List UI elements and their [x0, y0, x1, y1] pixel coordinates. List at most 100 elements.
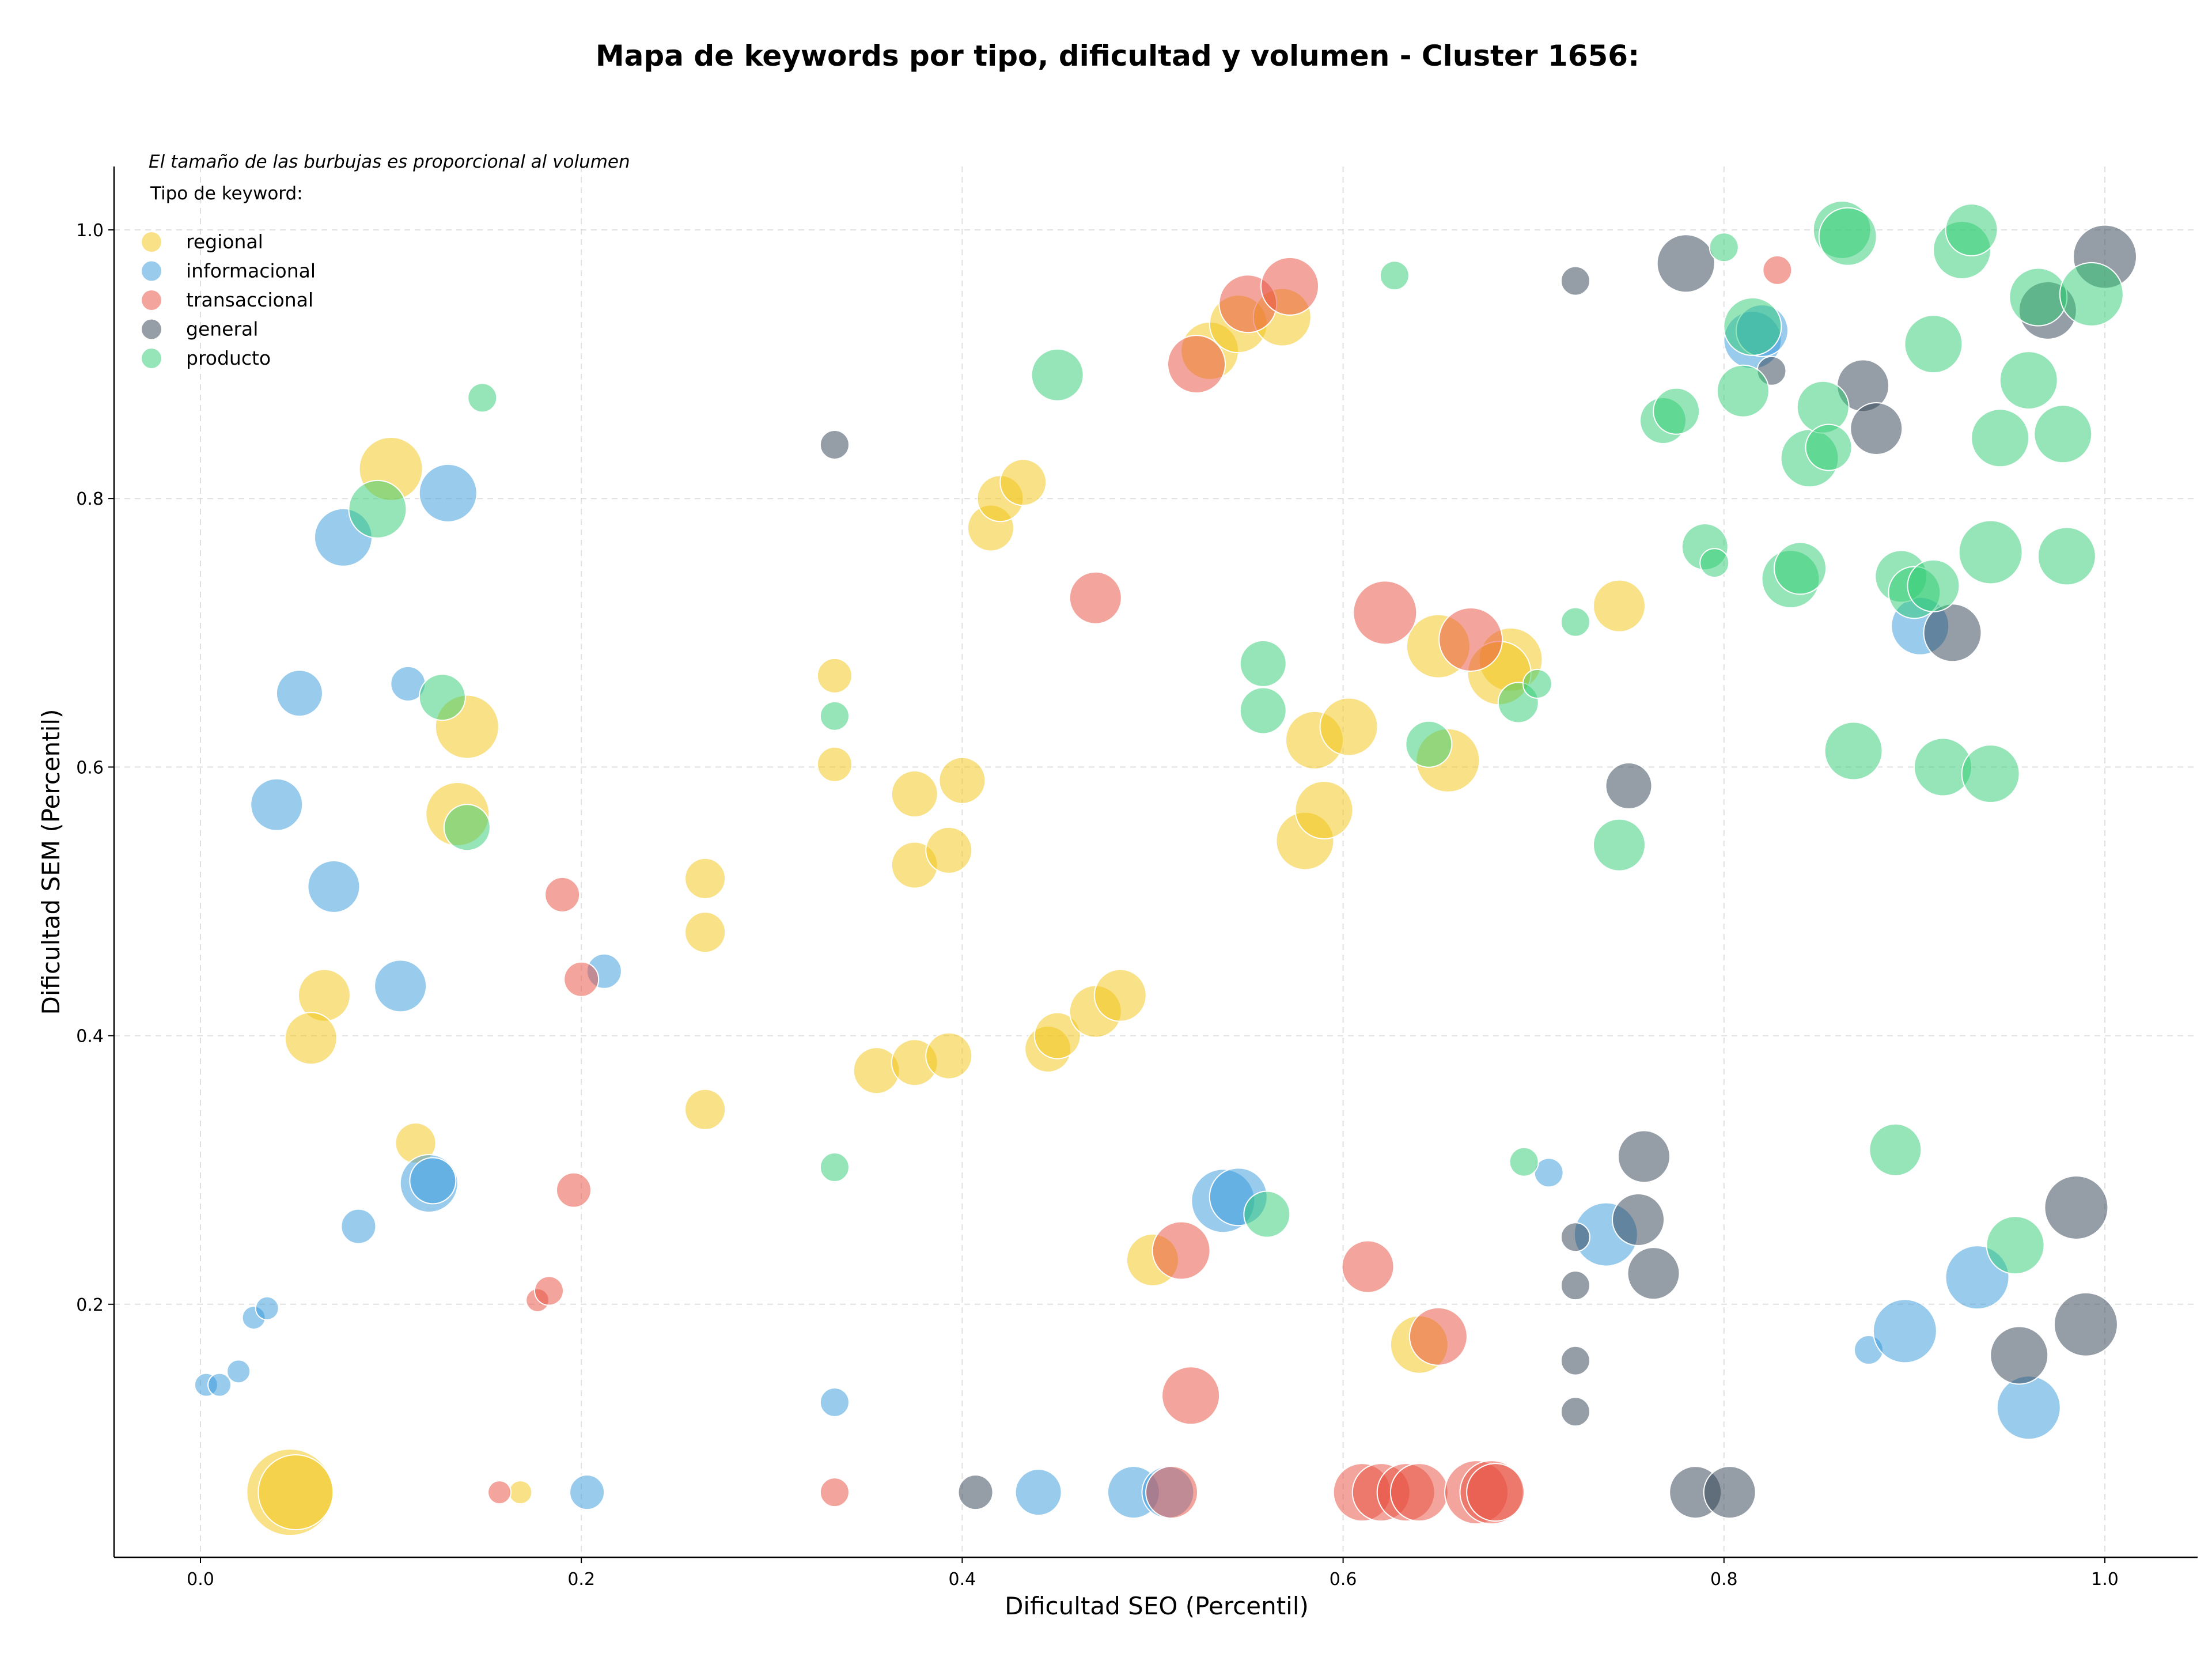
- legend-marker-transaccional: [142, 290, 161, 310]
- bubble-producto: [1716, 364, 1770, 418]
- bubble-producto: [1907, 559, 1960, 612]
- y-tick-label: 0.8: [76, 489, 104, 509]
- bubble-producto: [1869, 1123, 1922, 1176]
- bubble-producto: [443, 804, 491, 852]
- bubble-producto: [418, 674, 466, 721]
- bubble-transaccional: [1145, 1466, 1199, 1519]
- bubble-transaccional: [1408, 1307, 1468, 1366]
- bubble-regional: [816, 657, 853, 694]
- bubble-informacional: [1014, 1469, 1062, 1516]
- bubble-producto: [1239, 640, 1287, 687]
- bubble-regional: [257, 1454, 334, 1531]
- bubble-informacional: [409, 1157, 457, 1205]
- bubble-regional: [1033, 1012, 1081, 1060]
- bubble-producto: [1405, 720, 1453, 768]
- legend: Tipo de keyword: regional informacional tr…: [142, 183, 316, 369]
- x-tick-label: 0.6: [1330, 1569, 1357, 1590]
- bubble-transaccional: [544, 876, 581, 913]
- bubble-producto: [1699, 548, 1730, 578]
- bubble-general: [1923, 603, 1982, 663]
- x-tick-label: 0.8: [1710, 1569, 1738, 1590]
- chart-title: Mapa de keywords por tipo, dificultad y …: [596, 39, 1639, 73]
- bubble-informacional: [374, 959, 427, 1013]
- bubble-informacional: [819, 1387, 850, 1417]
- bubble-general: [1850, 402, 1903, 455]
- bubble-regional: [999, 459, 1047, 506]
- bubble-general: [1990, 1326, 2049, 1385]
- bubble-regional: [891, 770, 938, 818]
- bubble-producto: [1774, 542, 1827, 595]
- bubble-producto: [1031, 348, 1084, 402]
- legend-title: Tipo de keyword:: [150, 183, 303, 204]
- grid: [114, 167, 2198, 1557]
- bubble-regional: [684, 1088, 726, 1130]
- y-tick-label: 0.4: [76, 1027, 104, 1047]
- legend-label-general: general: [186, 318, 258, 340]
- bubble-transaccional: [1161, 1366, 1221, 1425]
- bubble-transaccional: [819, 1477, 850, 1508]
- bubble-producto: [348, 479, 407, 539]
- bubble-regional: [925, 826, 973, 874]
- bubble-regional: [816, 746, 853, 782]
- bubble-general: [1612, 1193, 1665, 1246]
- legend-marker-regional: [142, 232, 161, 252]
- bubble-transaccional: [1762, 255, 1793, 285]
- series-transaccional: [487, 255, 1793, 1525]
- bubble-informacional: [1872, 1299, 1937, 1364]
- bubble-general: [1560, 1222, 1590, 1253]
- axes: [113, 167, 2198, 1558]
- bubble-general: [819, 429, 850, 460]
- x-tick-label: 1.0: [2091, 1569, 2119, 1590]
- bubble-regional: [684, 911, 726, 954]
- legend-marker-general: [142, 319, 161, 339]
- bubble-informacional: [207, 1372, 232, 1397]
- bubble-general: [1560, 1345, 1590, 1376]
- bubble-producto: [1805, 423, 1853, 471]
- bubble-transaccional: [1353, 580, 1418, 645]
- x-tick-label: 0.4: [949, 1569, 976, 1590]
- bubble-transaccional: [555, 1172, 592, 1208]
- bubble-producto: [1653, 387, 1700, 435]
- y-tick-label: 0.6: [76, 758, 104, 778]
- bubble-producto: [2059, 262, 2124, 327]
- bubble-producto: [1592, 818, 1646, 872]
- bubble-transaccional: [1466, 1463, 1525, 1522]
- bubble-producto: [1999, 351, 2058, 410]
- series-informacional: [194, 304, 2061, 1519]
- bubble-regional: [925, 1032, 973, 1080]
- legend-marker-informacional: [142, 261, 161, 281]
- bubble-general: [957, 1474, 994, 1511]
- bubble-general: [1560, 1270, 1590, 1301]
- series-producto: [348, 200, 2124, 1275]
- bubble-producto: [1818, 207, 1877, 266]
- x-axis-label: Dificultad SEO (Percentil): [1005, 1592, 1309, 1620]
- bubble-producto: [1971, 408, 2030, 468]
- bubble-informacional: [275, 669, 323, 717]
- bubble-informacional: [1996, 1375, 2061, 1440]
- bubble-informacional: [255, 1296, 279, 1321]
- bubble-regional: [284, 1012, 338, 1065]
- bubble-producto: [1509, 1147, 1539, 1177]
- bubble-producto: [1958, 520, 2023, 585]
- bubble-informacional: [307, 860, 361, 913]
- bubble-transaccional: [1069, 571, 1122, 625]
- bubble-general: [2044, 1175, 2109, 1240]
- bubble-producto: [1824, 721, 1883, 781]
- ticks: 0.0 0.2 0.4 0.6 0.8 1.0 0.2 0.4 0.6 0.8 1.0: [76, 221, 2119, 1590]
- bubble-regional: [1294, 780, 1354, 839]
- series-general: [819, 224, 2137, 1519]
- bubble-transaccional: [533, 1276, 564, 1306]
- bubble-producto: [1723, 297, 1782, 356]
- bubble-regional: [508, 1480, 533, 1505]
- bubble-producto: [1522, 668, 1552, 699]
- legend-marker-producto: [142, 349, 161, 368]
- x-tick-label: 0.0: [187, 1569, 214, 1590]
- bubble-producto: [1379, 260, 1410, 291]
- bubble-general: [1627, 1247, 1680, 1300]
- bubble-transaccional: [487, 1480, 512, 1505]
- bubble-producto: [2009, 267, 2068, 327]
- bubble-regional: [1592, 579, 1646, 633]
- bubble-size-note: El tamaño de las burbujas es proporciona…: [149, 152, 630, 172]
- bubble-regional: [938, 756, 986, 804]
